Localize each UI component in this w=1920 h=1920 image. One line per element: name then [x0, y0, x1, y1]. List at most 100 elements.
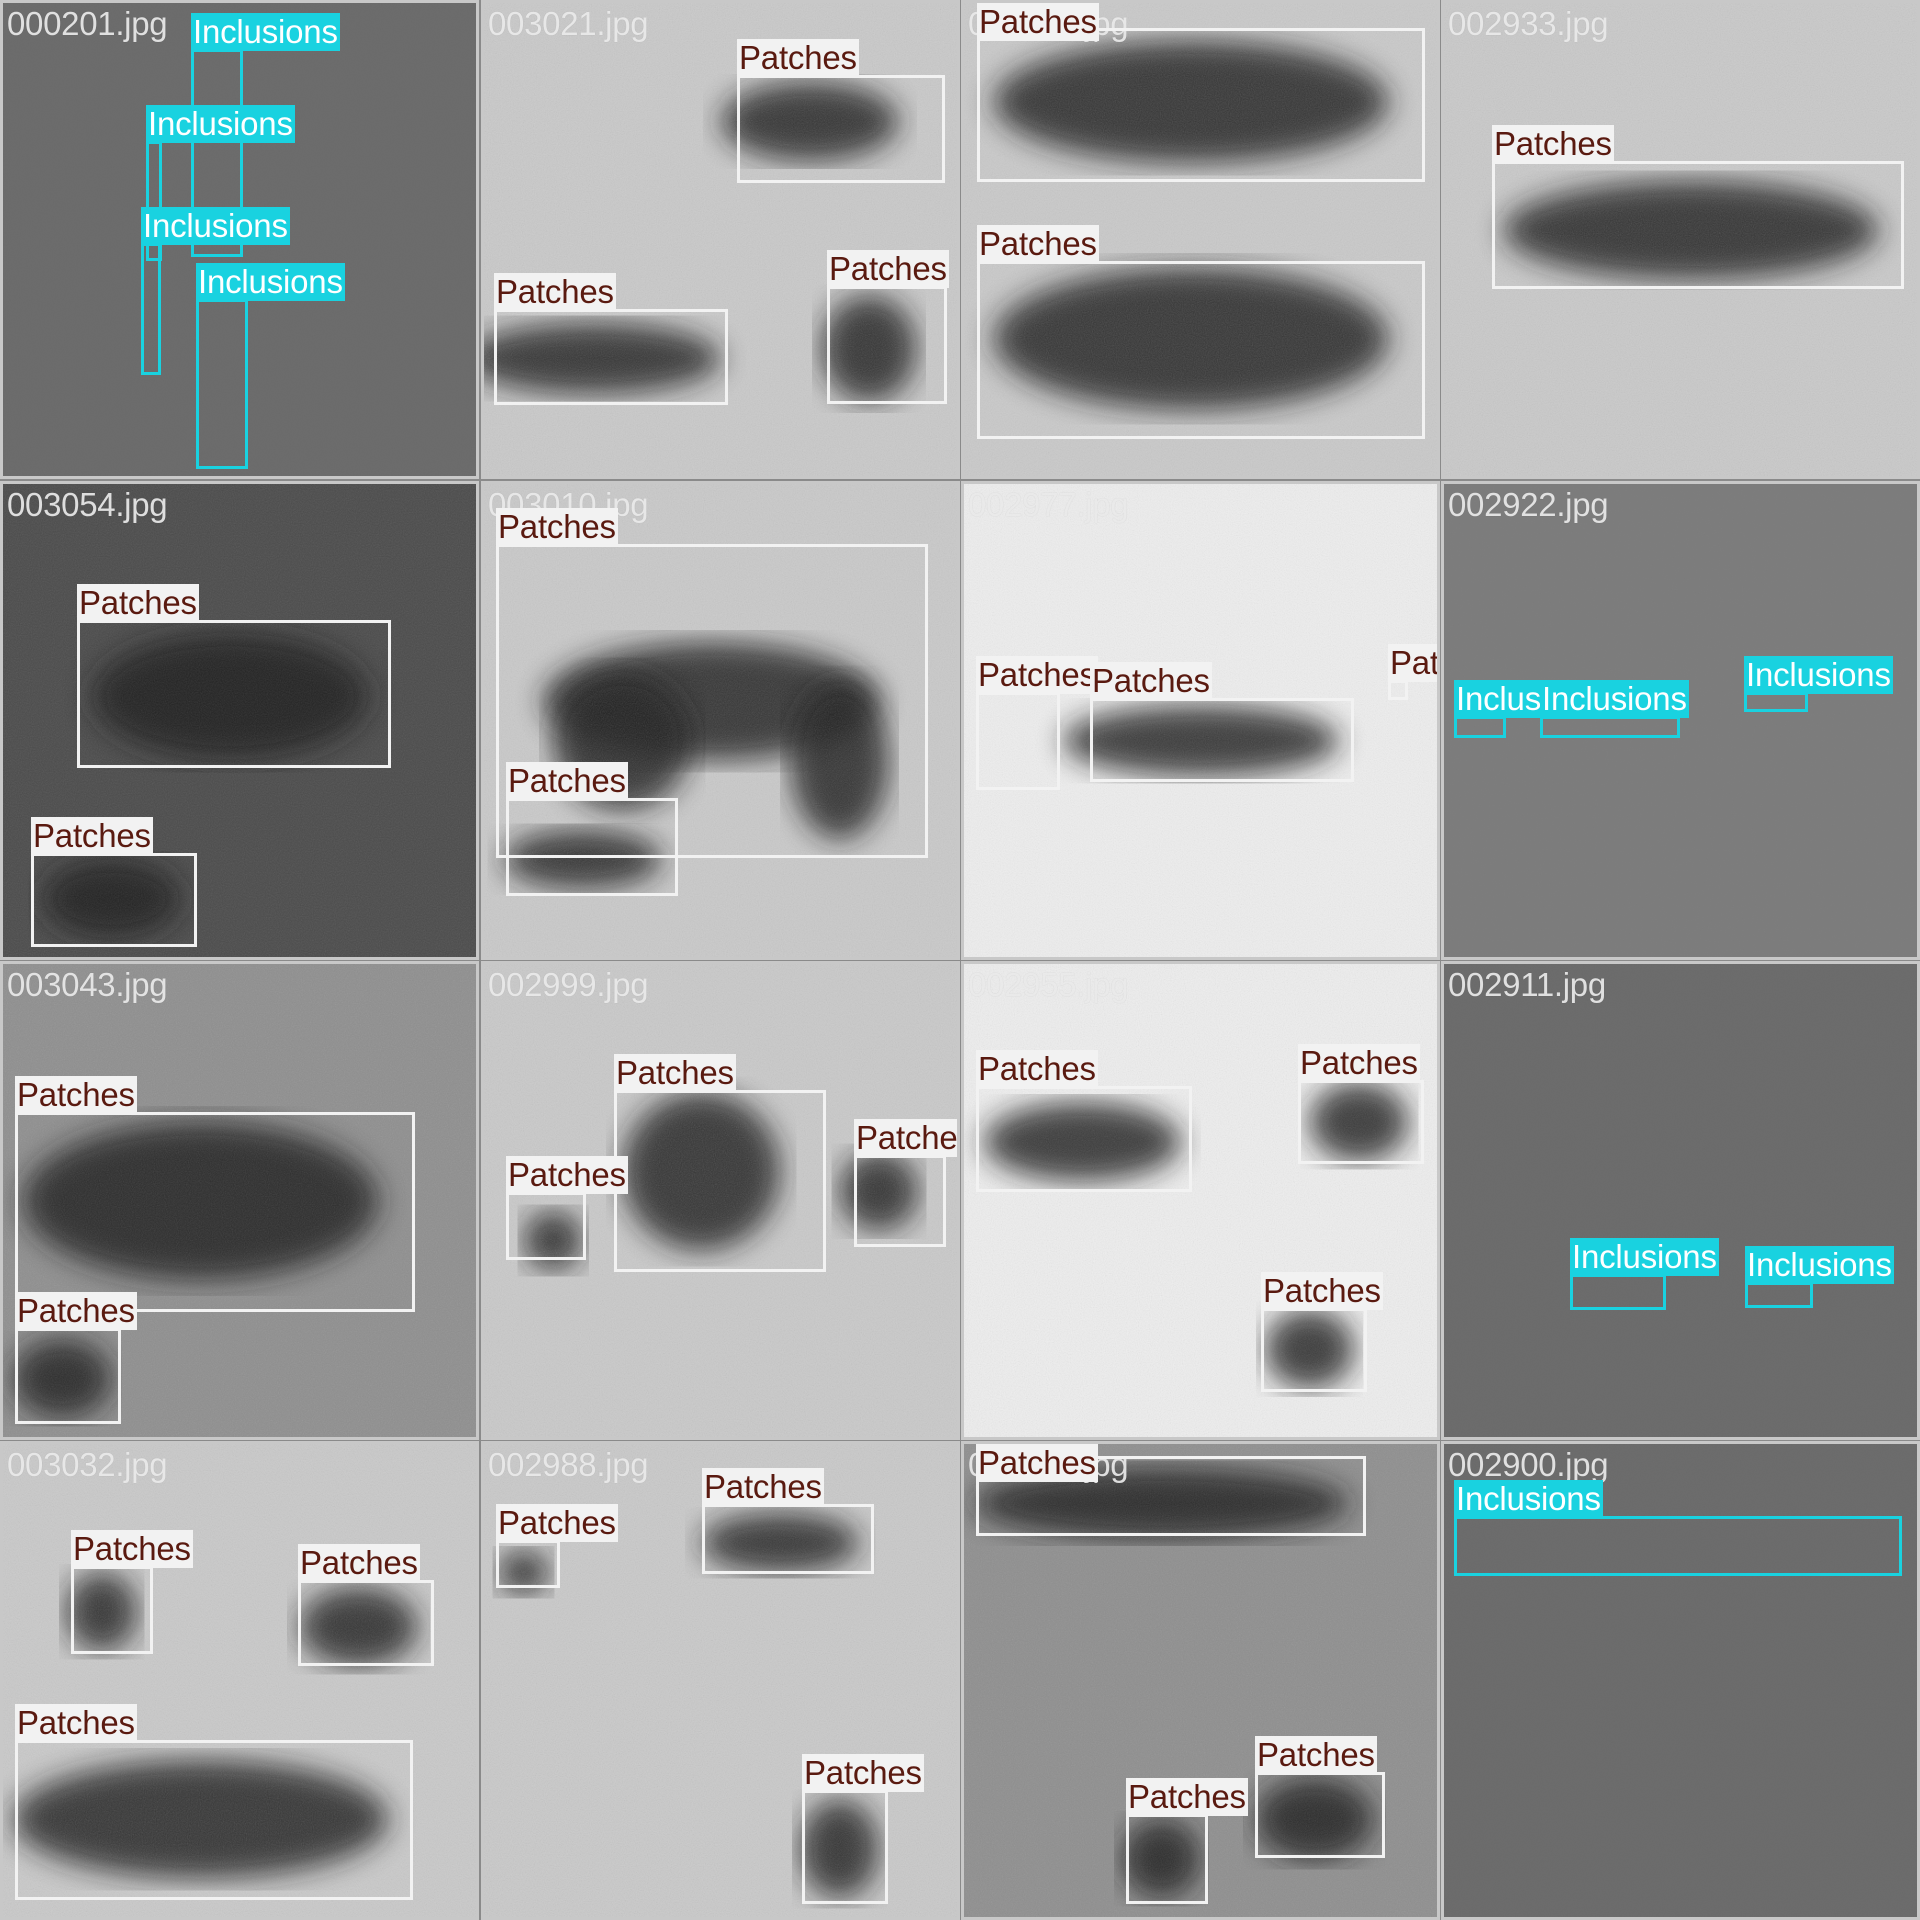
patches-bounding-box	[1126, 1814, 1208, 1904]
defect-image	[3, 484, 476, 957]
image-tile: 003032.jpg Patches Patches Patches	[0, 1441, 479, 1920]
patches-bounding-box	[15, 1328, 121, 1424]
patches-label: Patches	[1492, 125, 1614, 163]
patches-bounding-box	[494, 309, 728, 405]
patches-bounding-box	[496, 544, 928, 858]
defect-image	[964, 3, 1437, 476]
image-tile: 002933.jpg Patches	[1441, 0, 1920, 479]
patches-bounding-box	[71, 1566, 153, 1654]
inclusions-bounding-box	[1744, 692, 1808, 712]
patches-bounding-box	[506, 1192, 586, 1260]
image-filename: 002977.jpg	[968, 486, 1129, 523]
image-filename: 003054.jpg	[7, 486, 168, 523]
image-tile: 000201.jpg Inclusions Inclusions Inclusions…	[0, 0, 479, 479]
patches-bounding-box	[496, 1540, 560, 1588]
patches-bounding-box	[827, 286, 947, 404]
patches-bounding-box	[854, 1155, 946, 1247]
patches-label: Patches	[976, 656, 1098, 694]
patches-label: Patches	[1255, 1736, 1377, 1774]
patches-bounding-box	[977, 261, 1425, 439]
patches-label: Patches	[15, 1704, 137, 1742]
inclusions-label: Inclusions	[1540, 680, 1689, 718]
patches-bounding-box	[1090, 698, 1354, 782]
inclusions-label: Inclusions	[1570, 1238, 1719, 1276]
patches-bounding-box	[1388, 680, 1408, 700]
patches-label: Patches	[827, 250, 949, 288]
patches-label: Patches	[1388, 644, 1437, 682]
patches-label: Patches	[298, 1544, 420, 1582]
image-tile: 002911.jpg Inclusions Inclusions	[1441, 961, 1920, 1440]
patches-label: Patches	[977, 225, 1099, 263]
image-filename: 002999.jpg	[488, 966, 649, 1003]
patches-label: Patches	[614, 1054, 736, 1092]
image-tile: 002999.jpg Patches Patches Patches	[481, 961, 960, 1440]
inclusions-bounding-box	[141, 243, 161, 375]
patches-bounding-box	[1298, 1080, 1424, 1164]
image-tile: 003054.jpg Patches Patches	[0, 481, 479, 960]
defect-image	[3, 964, 476, 1437]
patches-label: Patches	[1090, 662, 1212, 700]
image-filename: 002922.jpg	[1448, 486, 1609, 523]
image-tile: 002988.jpg Patches Patches Patches	[481, 1441, 960, 1920]
defect-image	[1444, 964, 1917, 1437]
image-tile: 003043.jpg Patches Patches	[0, 961, 479, 1440]
patches-label: Patches	[71, 1530, 193, 1568]
patches-bounding-box	[977, 28, 1425, 182]
inclusions-label: Inclusions	[141, 207, 290, 245]
image-filename: 003043.jpg	[7, 966, 168, 1003]
patches-label: Patches	[15, 1292, 137, 1330]
defect-image	[964, 484, 1437, 957]
patches-bounding-box	[614, 1090, 826, 1272]
patches-bounding-box	[976, 1086, 1192, 1192]
inclusions-bounding-box	[196, 299, 248, 469]
inclusions-label: Inclusions	[1454, 1480, 1603, 1518]
image-filename: 003032.jpg	[7, 1446, 168, 1483]
patches-label: Patches	[15, 1076, 137, 1114]
patches-label: Patches	[1298, 1044, 1420, 1082]
patches-bounding-box	[702, 1504, 874, 1574]
patches-bounding-box	[31, 853, 197, 947]
image-filename: 002955.jpg	[968, 966, 1129, 1003]
patches-bounding-box	[737, 75, 945, 183]
patches-label: Patches	[802, 1754, 924, 1792]
image-filename: 000201.jpg	[7, 5, 168, 42]
patches-bounding-box	[77, 620, 391, 768]
image-filename: 003021.jpg	[488, 5, 649, 42]
patches-label: Patches	[702, 1468, 824, 1506]
inclusions-bounding-box	[1454, 1516, 1902, 1576]
patches-label: Patches	[737, 39, 859, 77]
defect-image	[964, 964, 1437, 1437]
inclusions-bounding-box	[1570, 1274, 1666, 1310]
inclusions-label: Inclusions	[196, 263, 345, 301]
patches-label: Patches	[1126, 1778, 1248, 1816]
defect-image	[964, 1444, 1437, 1917]
defect-image	[1444, 484, 1917, 957]
patches-label: Patches	[506, 762, 628, 800]
inclusions-bounding-box	[1540, 716, 1680, 738]
patches-label: Patches	[77, 584, 199, 622]
image-tile: 002955.jpg Patches Patches Patches	[961, 961, 1440, 1440]
inclusions-label: Inclusions	[146, 105, 295, 143]
image-tile: 002922.jpg Inclusions Inclusions Inclusions	[1441, 481, 1920, 960]
image-filename: 002933.jpg	[1448, 5, 1609, 42]
patches-label: Patches	[1261, 1272, 1383, 1310]
image-tile: 003010.jpg Patches Patches	[481, 481, 960, 960]
patches-label: Patches	[496, 1504, 618, 1542]
inclusions-bounding-box	[1454, 716, 1506, 738]
patches-bounding-box	[976, 692, 1060, 790]
image-filename: 002988.jpg	[488, 1446, 649, 1483]
defect-image	[1444, 3, 1917, 476]
inclusions-label: Inclusions	[1745, 1246, 1894, 1284]
defect-image	[484, 3, 957, 476]
image-tile: 003021.jpg Patches Patches Patches	[481, 0, 960, 479]
patches-bounding-box	[298, 1580, 434, 1666]
patches-bounding-box	[1261, 1308, 1367, 1392]
defect-image	[1444, 1444, 1917, 1917]
patches-label: Patches	[494, 273, 616, 311]
defect-image	[3, 1444, 476, 1917]
patches-bounding-box	[15, 1112, 415, 1312]
